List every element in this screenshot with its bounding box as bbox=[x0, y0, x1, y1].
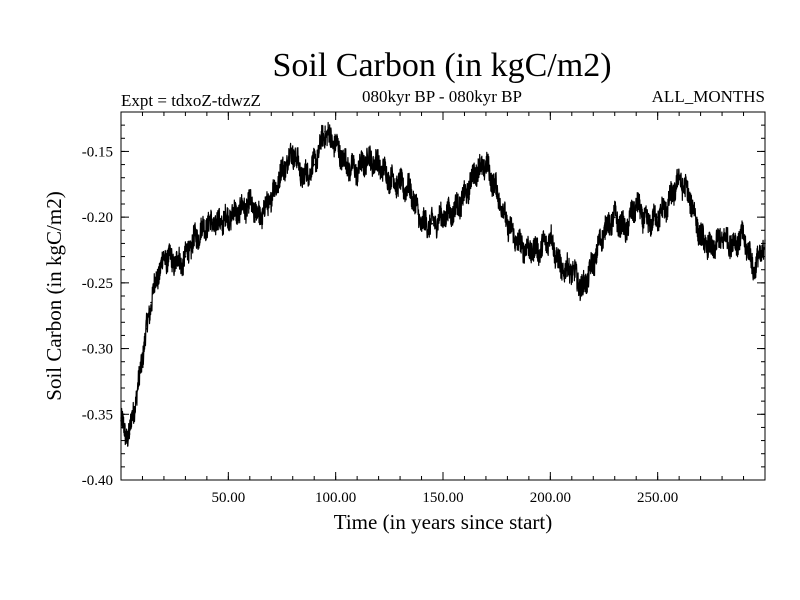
data-point bbox=[635, 203, 637, 205]
data-point bbox=[145, 328, 148, 330]
x-tick-label: 100.00 bbox=[315, 490, 356, 506]
data-point bbox=[388, 176, 391, 179]
x-tick-label: 250.00 bbox=[637, 490, 678, 506]
data-point bbox=[656, 216, 659, 218]
y-tick-label: -0.30 bbox=[82, 342, 113, 358]
data-point bbox=[431, 222, 434, 225]
data-point bbox=[732, 242, 734, 245]
data-point bbox=[206, 222, 208, 225]
data-point bbox=[324, 130, 326, 133]
data-point bbox=[313, 163, 316, 166]
data-point bbox=[571, 268, 573, 271]
x-tick-label: 200.00 bbox=[530, 490, 571, 506]
data-point bbox=[699, 236, 702, 238]
data-point bbox=[334, 144, 337, 146]
data-point bbox=[249, 203, 251, 205]
data-point bbox=[302, 176, 305, 179]
data-point bbox=[506, 222, 509, 225]
data-point bbox=[667, 203, 670, 205]
data-point bbox=[646, 222, 648, 225]
data-point bbox=[128, 433, 131, 435]
plot-frame bbox=[120, 111, 766, 481]
experiment-label: Expt = tdxoZ-tdwzZ bbox=[121, 91, 261, 110]
tick-labels: -0.15 -0.20 -0.25 -0.30 -0.35 -0.40 50.00 100.0… bbox=[82, 144, 679, 506]
series-layer bbox=[120, 121, 766, 447]
data-point bbox=[753, 268, 756, 271]
axis-ticks bbox=[120, 111, 766, 481]
data-point bbox=[356, 170, 358, 172]
data-point bbox=[227, 216, 230, 218]
data-point bbox=[452, 209, 455, 212]
y-tick-label: -0.20 bbox=[82, 210, 113, 226]
data-point bbox=[345, 163, 348, 166]
data-point bbox=[195, 236, 197, 238]
data-point bbox=[603, 229, 605, 232]
data-point bbox=[124, 433, 127, 435]
data-point bbox=[420, 222, 423, 225]
data-point bbox=[377, 163, 380, 166]
data-point bbox=[474, 170, 477, 172]
data-point bbox=[517, 242, 519, 245]
data-point bbox=[592, 262, 595, 264]
data-point bbox=[259, 216, 262, 218]
data-point bbox=[410, 190, 412, 192]
data-point bbox=[291, 150, 294, 153]
data-point bbox=[710, 249, 713, 251]
data-point bbox=[689, 196, 691, 199]
data-point bbox=[133, 406, 135, 409]
data-point bbox=[163, 258, 165, 261]
data-point bbox=[171, 262, 174, 264]
data-point bbox=[137, 387, 139, 389]
y-axis-label: Soil Carbon (in kgC/m2) bbox=[42, 191, 66, 400]
x-tick-label: 50.00 bbox=[211, 490, 245, 506]
period-label: 080kyr BP - 080kyr BP bbox=[362, 87, 522, 106]
data-point bbox=[613, 216, 616, 218]
data-point bbox=[528, 249, 530, 251]
soil-carbon-series-line bbox=[120, 121, 766, 447]
data-point bbox=[581, 288, 584, 291]
data-point bbox=[158, 268, 161, 271]
data-point bbox=[141, 354, 144, 356]
months-label: ALL_MONTHS bbox=[652, 87, 765, 106]
data-point bbox=[485, 163, 487, 166]
x-axis-label: Time (in years since start) bbox=[334, 510, 553, 534]
data-point bbox=[176, 258, 178, 261]
data-point bbox=[549, 236, 552, 238]
y-tick-label: -0.25 bbox=[82, 276, 113, 292]
data-point bbox=[367, 157, 369, 159]
data-point bbox=[678, 176, 680, 179]
data-point bbox=[495, 190, 498, 192]
chart-title: Soil Carbon (in kgC/m2) bbox=[272, 47, 611, 84]
data-point bbox=[238, 209, 240, 212]
data-point bbox=[560, 268, 562, 271]
data-point bbox=[216, 222, 219, 225]
data-point bbox=[442, 216, 444, 218]
data-point bbox=[180, 262, 182, 264]
data-point bbox=[154, 282, 157, 284]
data-point bbox=[281, 170, 283, 172]
data-point bbox=[184, 255, 187, 258]
data-point bbox=[270, 196, 273, 199]
data-point bbox=[742, 236, 745, 238]
data-point bbox=[538, 249, 541, 251]
data-point bbox=[150, 301, 152, 304]
data-point bbox=[721, 236, 723, 238]
y-tick-label: -0.35 bbox=[82, 407, 113, 423]
x-tick-label: 150.00 bbox=[422, 490, 463, 506]
data-point bbox=[167, 255, 170, 258]
y-tick-label: -0.40 bbox=[82, 473, 113, 489]
data-point bbox=[399, 183, 401, 186]
data-point bbox=[624, 229, 627, 232]
y-tick-label: -0.15 bbox=[82, 144, 113, 160]
data-point bbox=[463, 196, 466, 199]
